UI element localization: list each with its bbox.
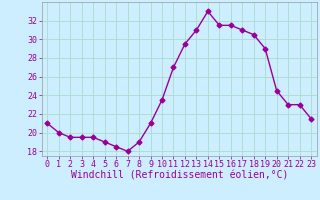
X-axis label: Windchill (Refroidissement éolien,°C): Windchill (Refroidissement éolien,°C) — [70, 171, 288, 181]
